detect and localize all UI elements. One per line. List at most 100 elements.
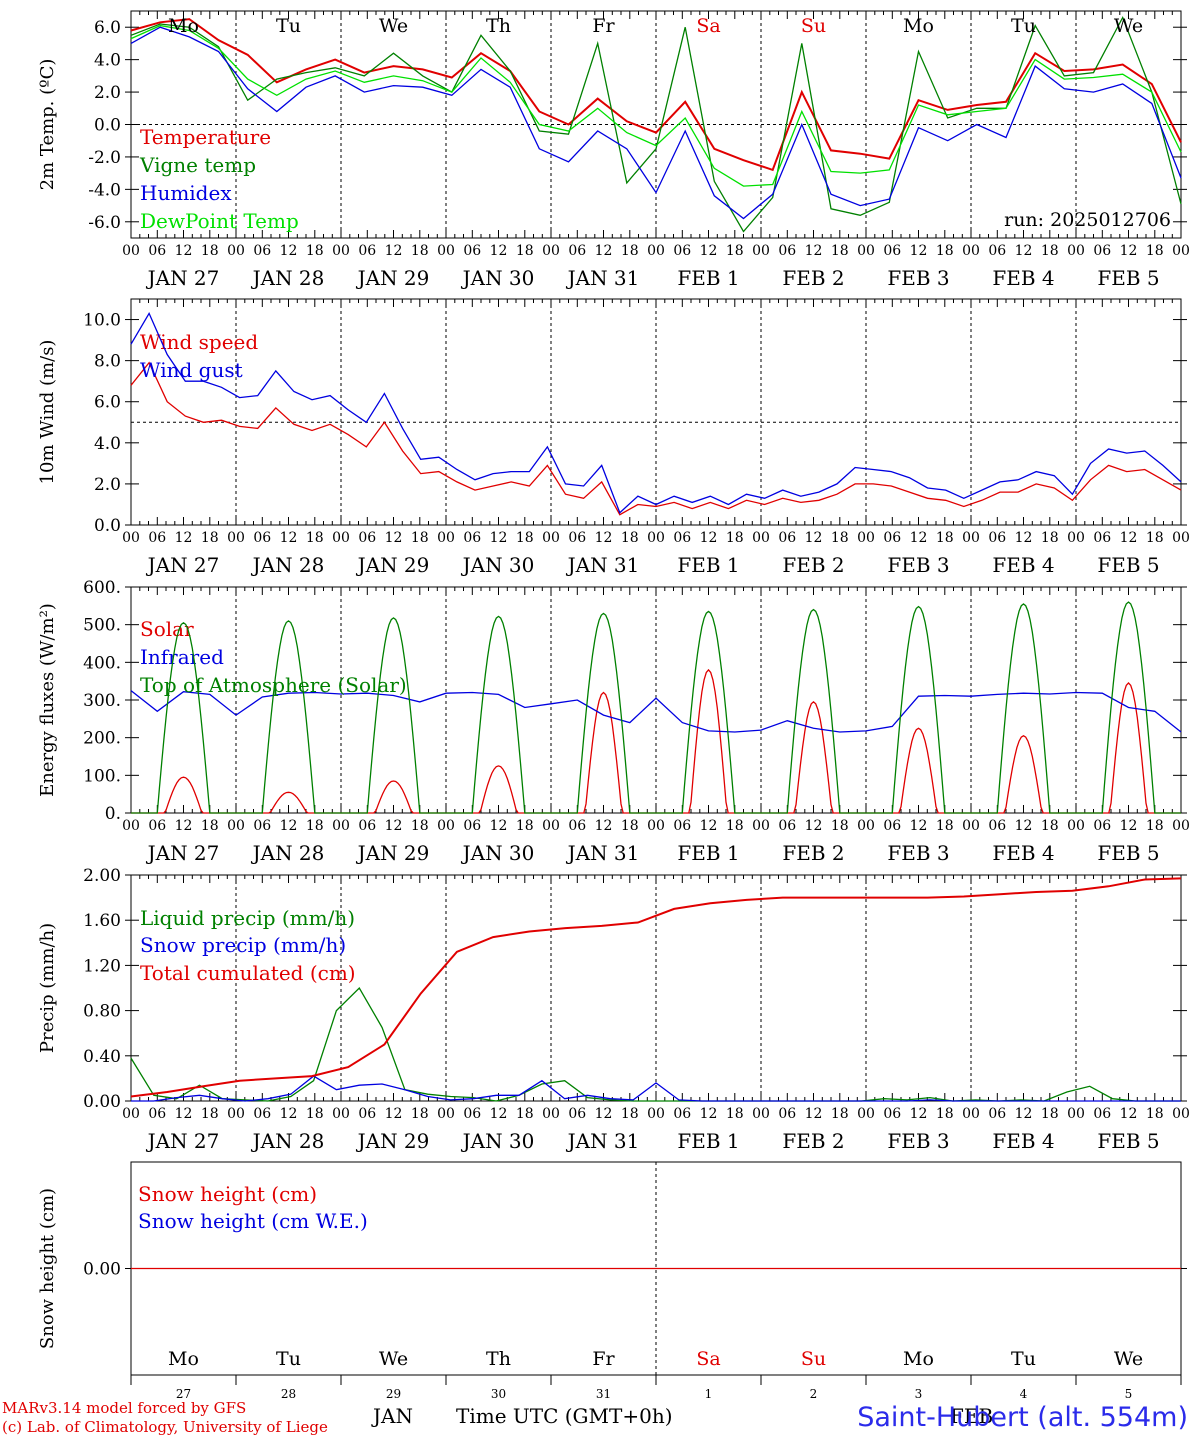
x-hour-label: 12: [175, 1106, 193, 1122]
x-hour-label: 12: [805, 243, 823, 259]
x-hour-label: 06: [1093, 818, 1111, 834]
x-hour-label: 00: [332, 818, 350, 834]
day-number-label: 2: [810, 1387, 818, 1401]
weekday-label-top: Th: [486, 15, 511, 37]
x-hour-label: 00: [227, 530, 245, 546]
x-hour-label: 12: [385, 530, 403, 546]
x-day-label: FEB 1: [677, 553, 739, 577]
series-line-infrared: [130, 690, 1182, 733]
weekday-label-top: We: [379, 15, 408, 37]
x-hour-label: 12: [910, 530, 928, 546]
x-hour-label: 06: [778, 1106, 796, 1122]
x-hour-label: 00: [332, 530, 350, 546]
weekday-label-bottom: Tu: [276, 1348, 301, 1370]
x-day-label: JAN 29: [356, 553, 430, 577]
x-hour-label: 00: [1172, 243, 1190, 259]
x-hour-label: 18: [1041, 530, 1059, 546]
x-hour-label: 18: [936, 1106, 954, 1122]
legend-entry: Top of Atmosphere (Solar): [140, 673, 407, 697]
x-day-label: FEB 2: [782, 1129, 844, 1153]
x-hour-label: 18: [936, 530, 954, 546]
x-tick-marks: [130, 875, 1182, 1101]
weekday-label-top: Sa: [696, 15, 720, 37]
x-hour-label: 12: [385, 818, 403, 834]
x-hour-label: 12: [280, 818, 298, 834]
x-hour-label: 06: [358, 530, 376, 546]
y-tick-label: -6.0: [88, 213, 121, 233]
x-day-label: JAN 30: [461, 841, 535, 865]
day-number-label: 27: [176, 1387, 191, 1401]
x-day-label: JAN 27: [146, 841, 220, 865]
weekday-label-bottom: Tu: [1011, 1348, 1036, 1370]
x-hour-label: 00: [437, 818, 455, 834]
x-hour-label: 06: [1093, 243, 1111, 259]
x-hour-label: 18: [726, 243, 744, 259]
x-hour-label: 12: [805, 530, 823, 546]
x-hour-label: 18: [621, 530, 639, 546]
day-number-label: 29: [386, 1387, 401, 1401]
x-hour-label: 06: [148, 530, 166, 546]
y-tick-label: 2.00: [83, 866, 121, 886]
weekday-label-bottom: Su: [801, 1348, 826, 1370]
x-day-label: JAN 31: [566, 266, 640, 290]
x-hour-label: 18: [306, 530, 324, 546]
y-tick-label: 0.0: [94, 116, 121, 136]
x-hour-label: 12: [1120, 818, 1138, 834]
x-day-label: FEB 3: [887, 553, 949, 577]
legend-entry: Liquid precip (mm/h): [140, 906, 355, 930]
x-hour-label: 00: [752, 530, 770, 546]
x-hour-label: 06: [778, 243, 796, 259]
weekday-label-bottom: Sa: [696, 1348, 720, 1370]
x-hour-label: 06: [988, 243, 1006, 259]
x-hour-label: 18: [516, 818, 534, 834]
x-hour-label: 06: [988, 530, 1006, 546]
x-day-label: FEB 3: [887, 266, 949, 290]
station-title: Saint-Hubert (alt. 554m): [857, 1402, 1188, 1433]
y-tick-label: 0.00: [83, 1260, 121, 1280]
x-hour-label: 06: [148, 818, 166, 834]
y-tick-label: 2.0: [94, 83, 121, 103]
x-day-label: FEB 5: [1097, 266, 1159, 290]
x-hour-label: 06: [253, 818, 271, 834]
x-hour-label: 12: [700, 530, 718, 546]
x-hour-label: 00: [752, 243, 770, 259]
x-day-label: JAN 28: [251, 1129, 325, 1153]
x-day-label: FEB 2: [782, 266, 844, 290]
x-hour-label: 18: [831, 243, 849, 259]
x-hour-label: 00: [1172, 1106, 1190, 1122]
x-hour-label: 12: [805, 818, 823, 834]
x-hour-label: 12: [1120, 530, 1138, 546]
x-hour-label: 12: [700, 243, 718, 259]
x-hour-label: 12: [385, 243, 403, 259]
x-hour-label: 06: [463, 1106, 481, 1122]
x-hour-label: 18: [831, 530, 849, 546]
x-hour-label: 06: [358, 818, 376, 834]
x-day-label: FEB 2: [782, 553, 844, 577]
y-tick-label: 400.: [83, 653, 121, 673]
x-hour-label: 00: [437, 1106, 455, 1122]
x-hour-label: 06: [778, 818, 796, 834]
x-hour-label: 18: [831, 1106, 849, 1122]
x-hour-label: 18: [516, 1106, 534, 1122]
y-tick-label: 0.00: [83, 1092, 121, 1112]
x-hour-label: 00: [332, 243, 350, 259]
x-hour-label: 06: [463, 818, 481, 834]
x-hour-label: 00: [542, 530, 560, 546]
x-hour-label: 12: [1015, 530, 1033, 546]
month-label-feb: FEB: [950, 1404, 994, 1428]
bottom-axis-ticks: [130, 1375, 1182, 1385]
y-tick-label: 6.0: [94, 393, 121, 413]
y-tick-label: 200.: [83, 729, 121, 749]
x-hour-label: 18: [1041, 1106, 1059, 1122]
x-hour-label: 12: [280, 530, 298, 546]
x-hour-label: 00: [647, 1106, 665, 1122]
x-hour-label: 00: [857, 243, 875, 259]
weekday-label-top: Tu: [276, 15, 301, 37]
x-hour-label: 00: [647, 818, 665, 834]
weekday-label-bottom: We: [379, 1348, 408, 1370]
x-hour-label: 06: [463, 243, 481, 259]
x-hour-label: 18: [621, 1106, 639, 1122]
y-tick-label: 2.0: [94, 475, 121, 495]
weekday-label-top: Tu: [1011, 15, 1036, 37]
series-line-wind-gust: [130, 311, 1182, 514]
